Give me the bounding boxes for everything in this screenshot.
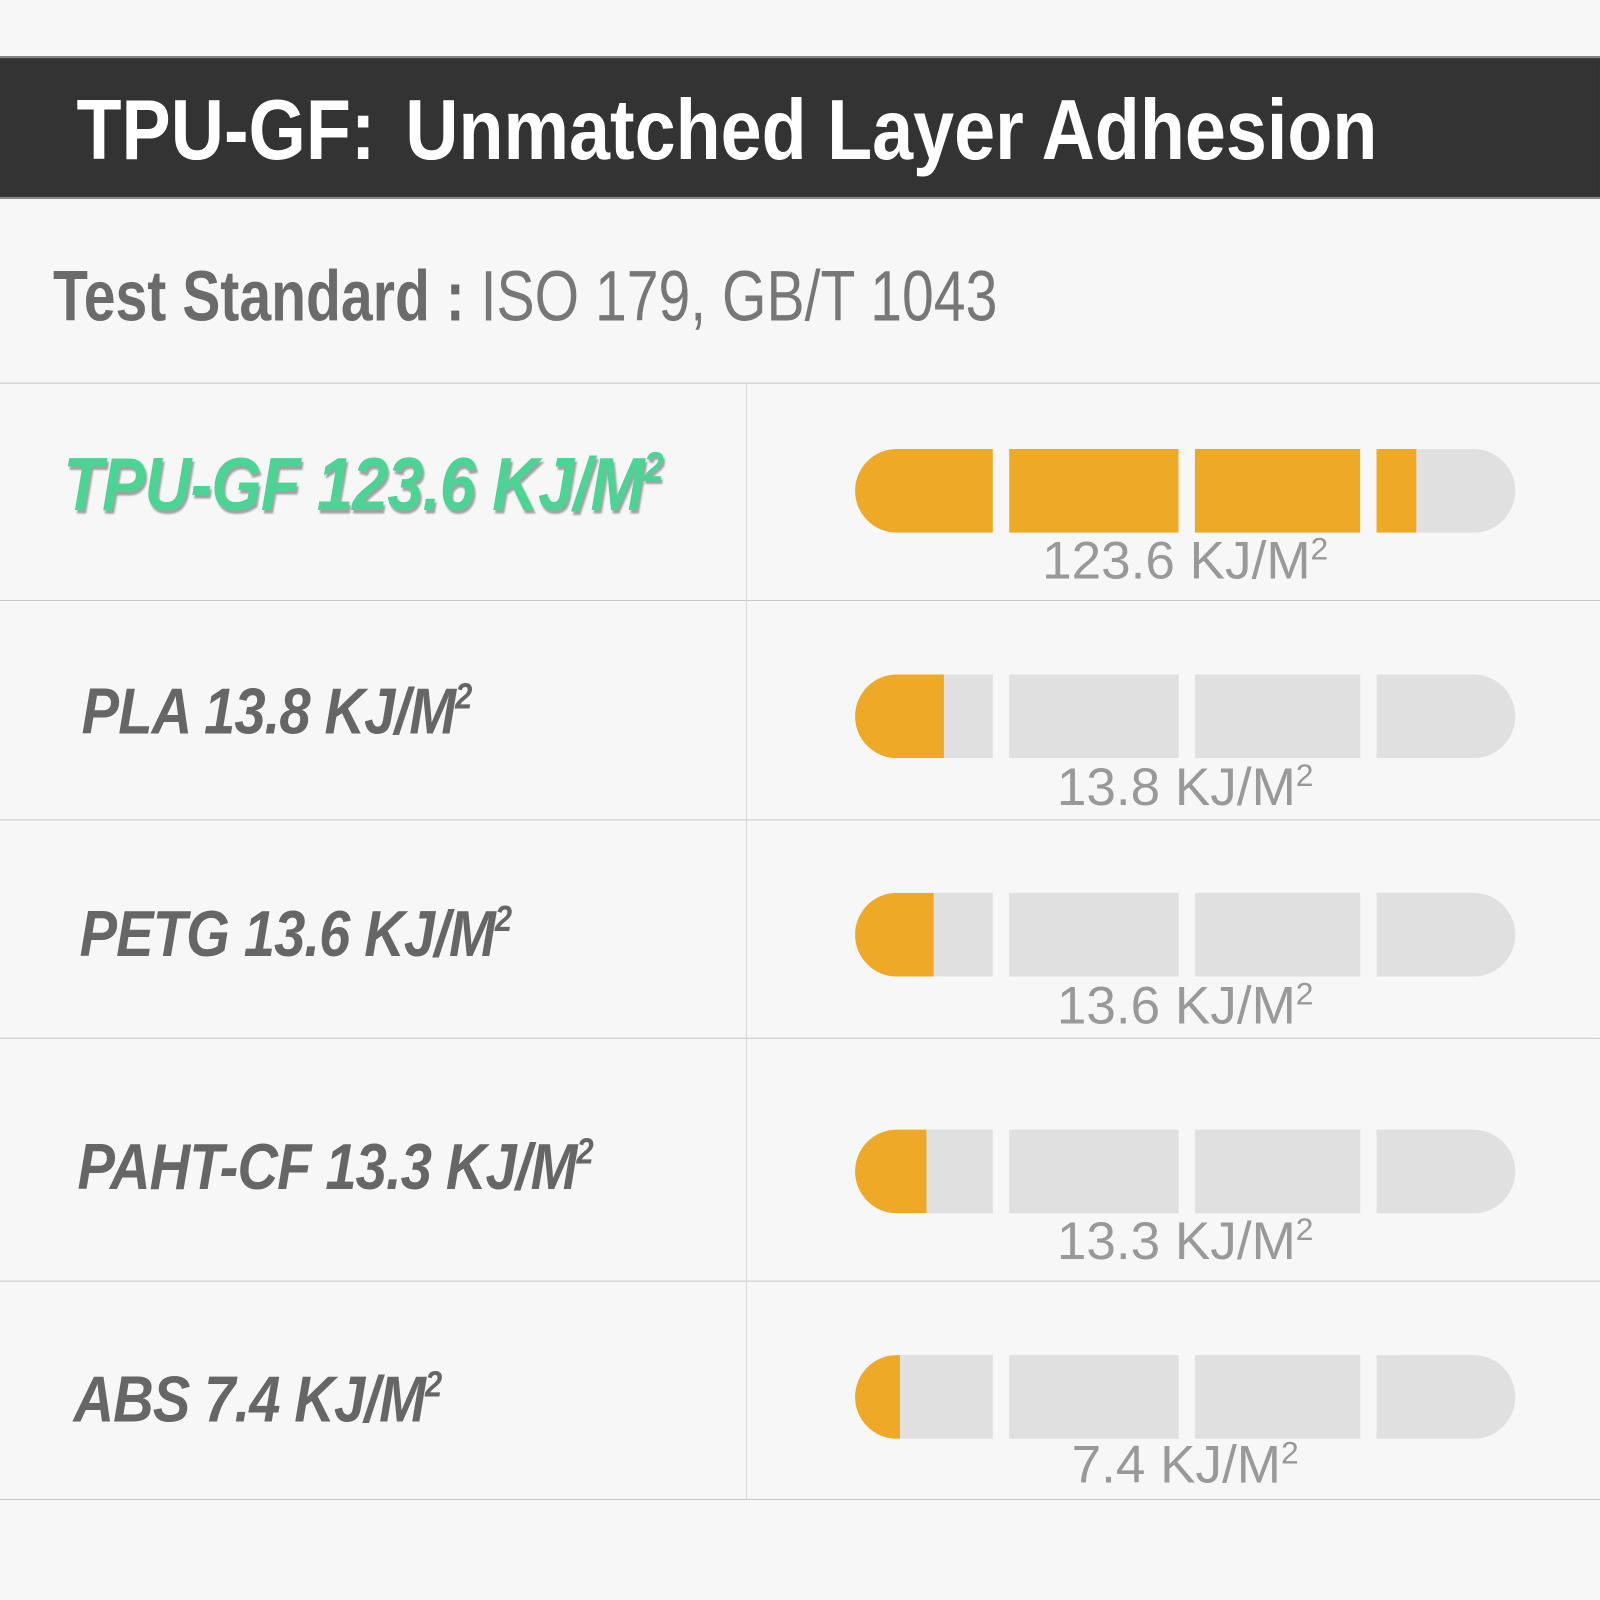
value-label: 13.6 KJ/M2 bbox=[855, 976, 1515, 1037]
row-separator bbox=[0, 1498, 1600, 1500]
test-standard-value: ISO 179, GB/T 1043 bbox=[480, 256, 998, 336]
bar-fill bbox=[1376, 448, 1417, 533]
value-label: 13.3 KJ/M2 bbox=[855, 1211, 1515, 1272]
row-label-text: ABS 7.4 KJ/M bbox=[73, 1362, 425, 1436]
bar-segment bbox=[855, 674, 993, 759]
bar-segment bbox=[1376, 1355, 1516, 1439]
bar-segment bbox=[1376, 1129, 1516, 1214]
bar-segment bbox=[1194, 1129, 1361, 1214]
bar-segment bbox=[1376, 448, 1516, 533]
test-standard: Test Standard : ISO 179, GB/T 1043 bbox=[53, 255, 997, 337]
value-label-text: 13.3 KJ/M bbox=[1056, 1212, 1296, 1272]
bar-segment bbox=[1009, 892, 1179, 977]
bar-fill bbox=[855, 1129, 927, 1214]
bar-paht-cf bbox=[855, 1129, 1516, 1214]
row-label-text: TPU-GF 123.6 KJ/M bbox=[63, 441, 644, 527]
row-label-pla: PLA 13.8 KJ/M2 bbox=[81, 673, 473, 749]
superscript: 2 bbox=[643, 443, 664, 491]
bar-segment bbox=[1009, 448, 1179, 533]
row-label-text: PETG 13.6 KJ/M bbox=[79, 896, 496, 971]
row-label-text: PLA 13.8 KJ/M bbox=[81, 674, 456, 748]
test-standard-label: Test Standard : bbox=[53, 256, 465, 336]
superscript: 2 bbox=[455, 676, 472, 717]
superscript: 2 bbox=[1310, 530, 1329, 567]
title-main: Unmatched Layer Adhesion bbox=[405, 81, 1378, 178]
row-label-text: PAHT-CF 13.3 KJ/M bbox=[77, 1129, 578, 1204]
bar-segment bbox=[855, 1129, 993, 1214]
value-label: 7.4 KJ/M2 bbox=[855, 1435, 1515, 1496]
column-divider bbox=[745, 382, 747, 1499]
row-label-abs: ABS 7.4 KJ/M2 bbox=[73, 1361, 442, 1437]
superscript: 2 bbox=[424, 1364, 442, 1405]
row-label-tpu-gf: TPU-GF 123.6 KJ/M2 bbox=[63, 441, 664, 528]
bar-segment bbox=[1376, 892, 1516, 977]
superscript: 2 bbox=[1281, 1434, 1299, 1471]
bar-abs bbox=[855, 1355, 1516, 1439]
bar-segment bbox=[1194, 448, 1361, 533]
bar-segment bbox=[1194, 892, 1361, 977]
superscript: 2 bbox=[1295, 757, 1314, 794]
value-label: 13.8 KJ/M2 bbox=[855, 757, 1515, 818]
row-separator bbox=[0, 1280, 1600, 1282]
bar-segment bbox=[855, 1355, 993, 1439]
bar-fill bbox=[1009, 448, 1179, 533]
value-label-text: 13.8 KJ/M bbox=[1056, 758, 1296, 818]
value-label-text: 123.6 KJ/M bbox=[1042, 531, 1311, 591]
superscript: 2 bbox=[1295, 975, 1314, 1012]
bar-fill bbox=[1194, 448, 1361, 533]
row-label-petg: PETG 13.6 KJ/M2 bbox=[80, 896, 512, 972]
bar-petg bbox=[855, 892, 1516, 977]
bar-segment bbox=[1009, 1129, 1179, 1214]
header-banner: TPU-GF: Unmatched Layer Adhesion bbox=[0, 56, 1600, 199]
value-label-text: 7.4 KJ/M bbox=[1071, 1435, 1282, 1495]
value-label-text: 13.6 KJ/M bbox=[1056, 976, 1296, 1036]
bar-fill bbox=[855, 674, 944, 759]
bar-fill bbox=[855, 448, 993, 533]
row-separator bbox=[0, 382, 1600, 384]
bar-fill bbox=[855, 892, 934, 977]
bar-segment bbox=[1194, 1355, 1361, 1439]
bar-segment bbox=[1194, 674, 1361, 759]
superscript: 2 bbox=[576, 1132, 594, 1172]
page-title: TPU-GF: Unmatched Layer Adhesion bbox=[77, 81, 1378, 180]
bar-segment bbox=[1009, 1355, 1179, 1439]
bar-segment bbox=[1009, 674, 1179, 759]
bar-pla bbox=[855, 674, 1516, 759]
value-label: 123.6 KJ/M2 bbox=[855, 531, 1515, 592]
superscript: 2 bbox=[1295, 1211, 1314, 1248]
bar-segment bbox=[1376, 674, 1516, 759]
row-separator bbox=[0, 819, 1600, 821]
title-prefix: TPU-GF: bbox=[76, 81, 376, 178]
bar-fill bbox=[855, 1355, 900, 1439]
bar-tpu-gf bbox=[855, 448, 1516, 533]
superscript: 2 bbox=[494, 899, 512, 940]
row-separator bbox=[0, 1037, 1600, 1039]
bar-segment bbox=[855, 448, 993, 533]
bar-segment bbox=[855, 892, 993, 977]
row-separator bbox=[0, 599, 1600, 602]
row-label-paht-cf: PAHT-CF 13.3 KJ/M2 bbox=[77, 1129, 594, 1205]
